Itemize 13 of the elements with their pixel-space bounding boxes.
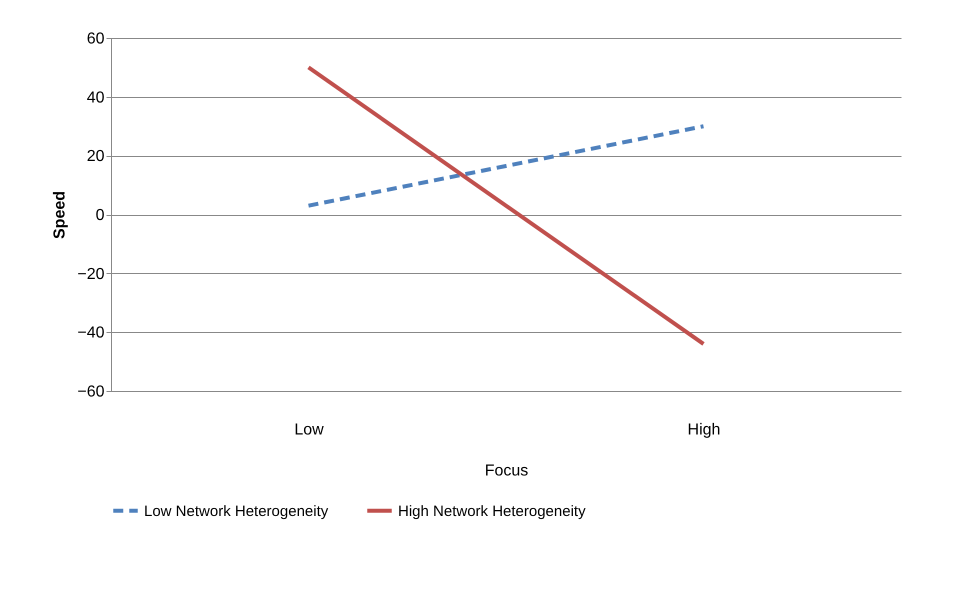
y-axis-title: Speed bbox=[51, 190, 68, 240]
y-tick-label: −60 bbox=[77, 384, 105, 400]
y-tick-label: 40 bbox=[86, 89, 105, 106]
x-tick-label: High bbox=[688, 422, 720, 438]
y-tick-label: 0 bbox=[96, 207, 105, 224]
y-tick-label: 20 bbox=[86, 148, 105, 166]
y-tick-label: 60 bbox=[86, 30, 105, 48]
legend-label: High Network Heterogeneity bbox=[398, 502, 586, 520]
legend-label: Low Network Heterogeneity bbox=[144, 502, 329, 520]
y-tick-label: −40 bbox=[77, 324, 105, 342]
x-tick-label: Low bbox=[294, 422, 324, 438]
x-axis-title: Focus bbox=[484, 462, 528, 480]
y-tick-label: −20 bbox=[77, 266, 105, 283]
